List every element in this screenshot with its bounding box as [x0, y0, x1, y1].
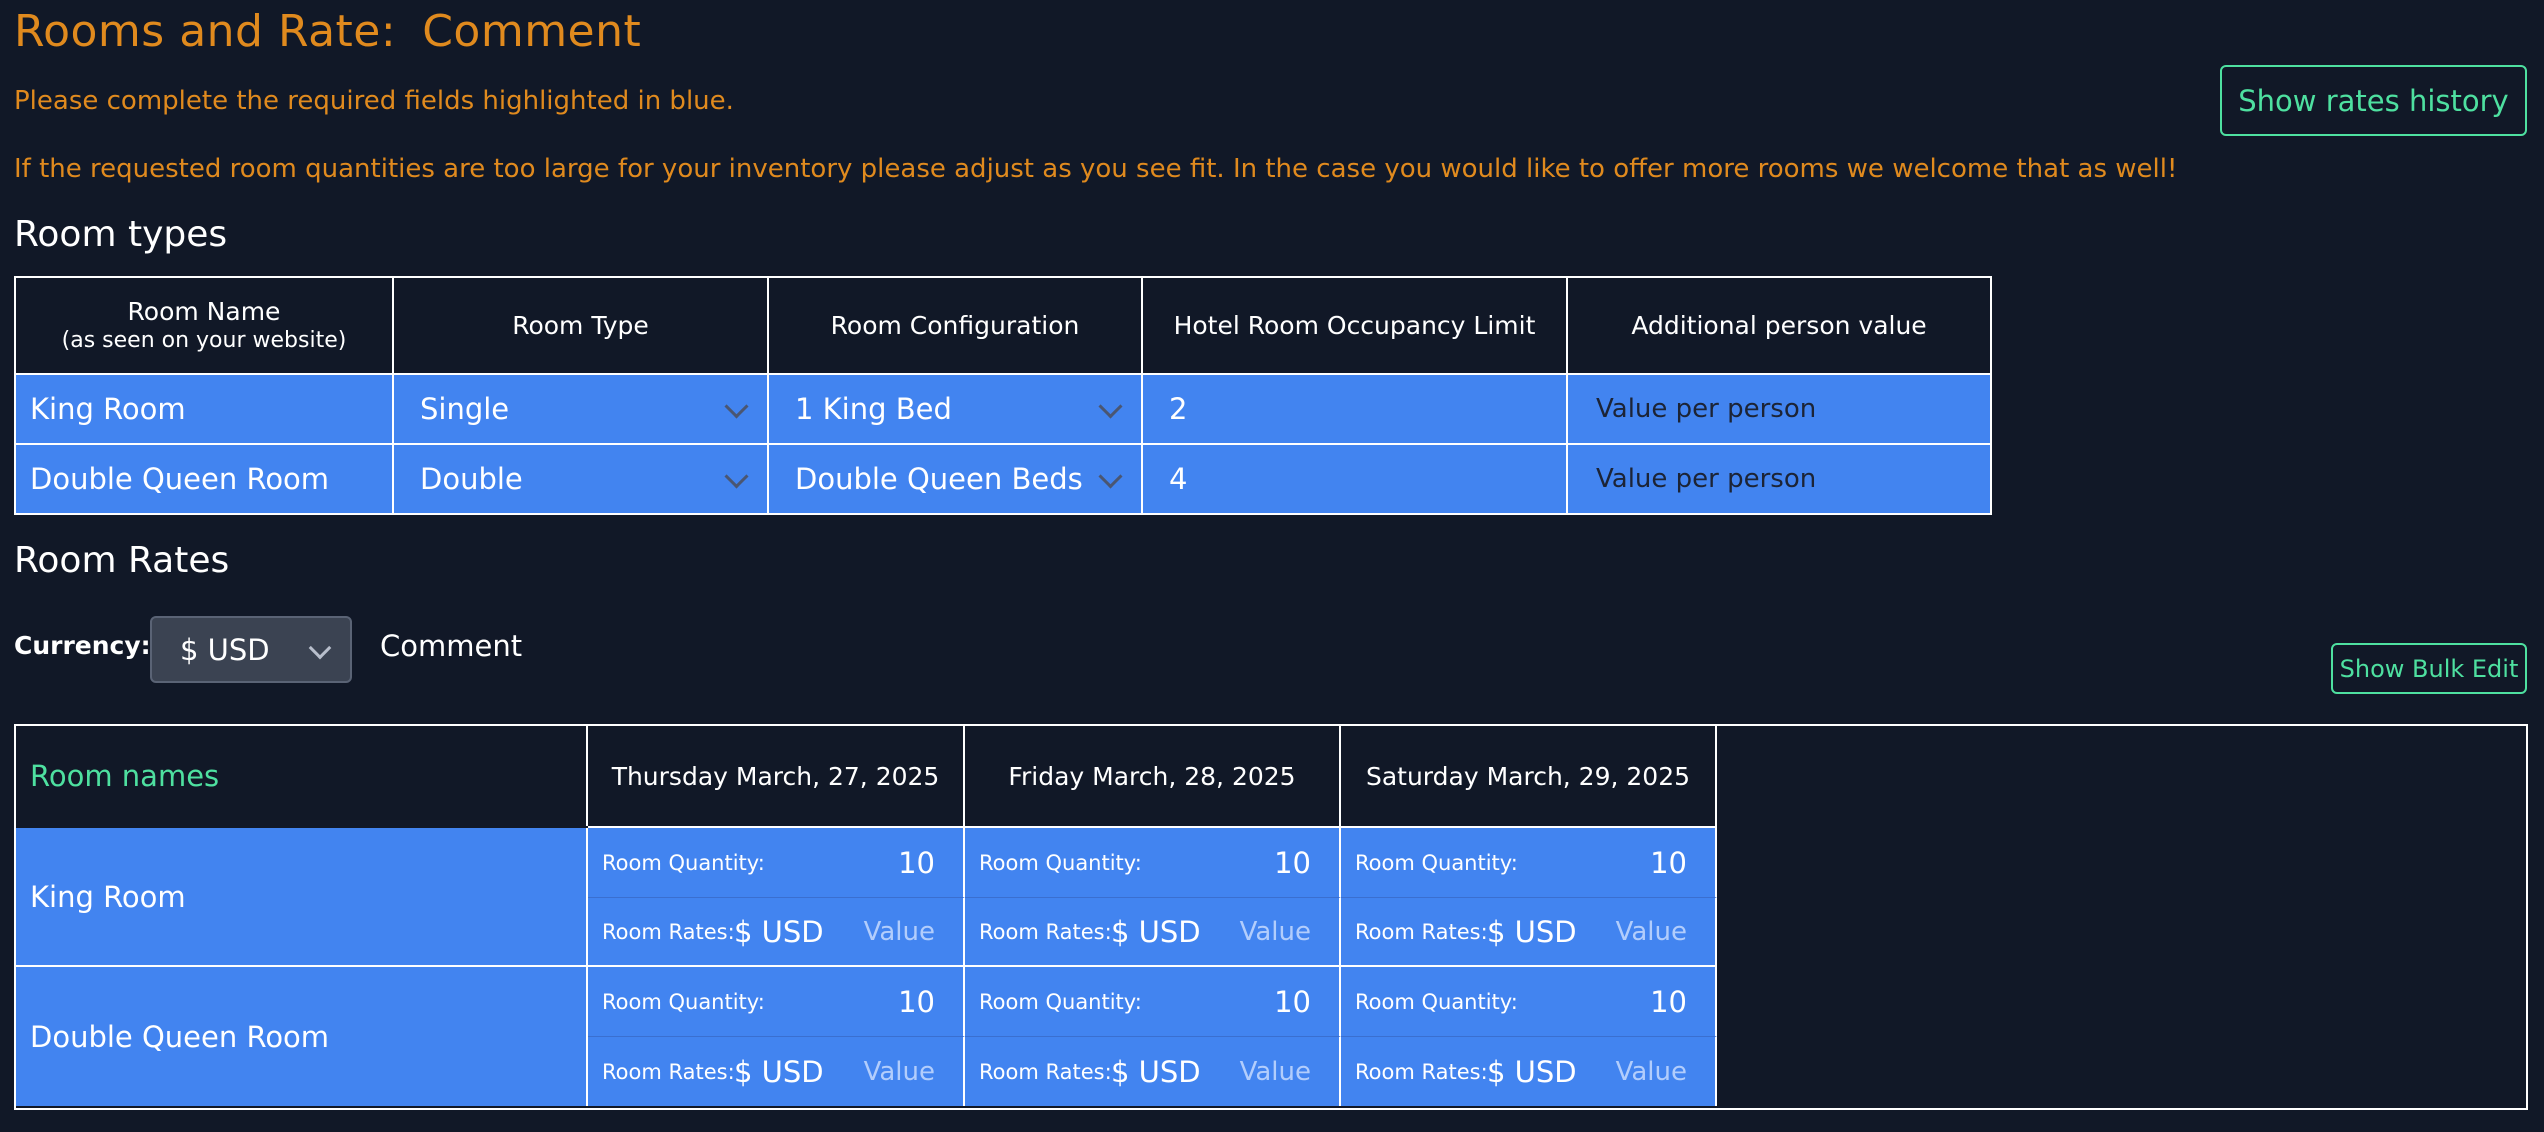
rate-value-placeholder: Value	[863, 916, 935, 947]
comment-label: Comment	[380, 629, 523, 663]
rate-value-placeholder: Value	[1239, 916, 1311, 947]
room-rate-input[interactable]: Room Rates: $ USD Value	[965, 1037, 1341, 1106]
column-header-additional-person: Additional person value	[1568, 278, 1990, 375]
header-divider	[588, 826, 1717, 828]
room-quantity-input[interactable]: Room Quantity: 10	[1341, 967, 1717, 1037]
column-header-room-type: Room Type	[394, 278, 769, 375]
date-header: Thursday March, 27, 2025	[588, 726, 965, 826]
column-header-label: Room Type	[512, 310, 649, 340]
room-quantity-input[interactable]: Room Quantity: 10	[588, 828, 965, 898]
rate-value-placeholder: Value	[1615, 1056, 1687, 1087]
chevron-down-icon	[724, 464, 749, 489]
show-rates-history-button[interactable]: Show rates history	[2220, 65, 2527, 136]
room-rates-title: Room Rates	[14, 540, 230, 581]
occupancy-limit-input[interactable]: 4	[1143, 445, 1568, 513]
column-header-room-configuration: Room Configuration	[769, 278, 1143, 375]
room-rates-label: Room Rates:	[602, 1059, 735, 1084]
room-types-table: Room Name (as seen on your website) Room…	[14, 276, 1992, 515]
room-rates-label: Room Rates:	[1355, 919, 1488, 944]
rate-currency: $ USD	[1487, 1054, 1577, 1089]
room-quantity-value: 10	[1650, 984, 1687, 1019]
occupancy-limit-input[interactable]: 2	[1143, 375, 1568, 445]
room-rates-label: Room Rates:	[979, 919, 1112, 944]
room-type-select[interactable]: Single	[394, 375, 769, 445]
room-rates-table	[14, 724, 2528, 1110]
column-header-room-name: Room Name (as seen on your website)	[16, 278, 394, 375]
room-configuration-select[interactable]: Double Queen Beds	[769, 445, 1143, 513]
rate-value-placeholder: Value	[863, 1056, 935, 1087]
room-quantity-label: Room Quantity:	[1355, 850, 1518, 875]
room-quantity-label: Room Quantity:	[979, 850, 1142, 875]
room-quantity-label: Room Quantity:	[602, 989, 765, 1014]
room-quantity-value: 10	[1274, 845, 1311, 880]
room-quantity-label: Room Quantity:	[602, 850, 765, 875]
rate-room-name: Double Queen Room	[16, 967, 588, 1106]
column-header-label: Room Name	[127, 297, 281, 327]
room-type-select[interactable]: Double	[394, 445, 769, 513]
room-rates-label: Room Rates:	[979, 1059, 1112, 1084]
rate-currency: $ USD	[1111, 1054, 1201, 1089]
date-header: Saturday March, 29, 2025	[1341, 726, 1717, 826]
room-rate-input[interactable]: Room Rates: $ USD Value	[1341, 1037, 1717, 1106]
room-rate-input[interactable]: Room Rates: $ USD Value	[1341, 898, 1717, 967]
required-fields-note: Please complete the required fields high…	[14, 86, 734, 116]
room-quantity-value: 10	[1650, 845, 1687, 880]
room-rates-label: Room Rates:	[1355, 1059, 1488, 1084]
currency-select[interactable]: $ USD	[150, 616, 352, 683]
room-quantity-input[interactable]: Room Quantity: 10	[965, 828, 1341, 898]
additional-person-value-input[interactable]: Value per person	[1568, 445, 1990, 513]
chevron-down-icon	[724, 394, 749, 419]
room-names-header: Room names	[16, 726, 588, 826]
rate-currency: $ USD	[1487, 914, 1577, 949]
room-quantity-input[interactable]: Room Quantity: 10	[965, 967, 1341, 1037]
rate-currency: $ USD	[1111, 914, 1201, 949]
column-header-occupancy-limit: Hotel Room Occupancy Limit	[1143, 278, 1568, 375]
room-type-value: Double	[420, 462, 523, 496]
room-quantity-value: 10	[898, 845, 935, 880]
page-title: Rooms and Rate: Comment	[14, 6, 641, 57]
page-title-comment: Comment	[422, 6, 642, 57]
room-types-title: Room types	[14, 214, 228, 255]
room-rate-input[interactable]: Room Rates: $ USD Value	[965, 898, 1341, 967]
room-configuration-value: 1 King Bed	[795, 392, 952, 426]
room-quantity-label: Room Quantity:	[979, 989, 1142, 1014]
show-bulk-edit-button[interactable]: Show Bulk Edit	[2331, 643, 2527, 694]
room-configuration-value: Double Queen Beds	[795, 462, 1083, 496]
chevron-down-icon	[1098, 394, 1123, 419]
room-quantity-input[interactable]: Room Quantity: 10	[588, 967, 965, 1037]
room-quantity-value: 10	[1274, 984, 1311, 1019]
additional-person-value-input[interactable]: Value per person	[1568, 375, 1990, 445]
rate-value-placeholder: Value	[1615, 916, 1687, 947]
room-name-input[interactable]: King Room	[16, 375, 394, 445]
room-name-input[interactable]: Double Queen Room	[16, 445, 394, 513]
room-rate-input[interactable]: Room Rates: $ USD Value	[588, 898, 965, 967]
room-rates-label: Room Rates:	[602, 919, 735, 944]
column-header-label: Room Configuration	[830, 310, 1080, 340]
rate-room-name: King Room	[16, 828, 588, 967]
room-configuration-select[interactable]: 1 King Bed	[769, 375, 1143, 445]
date-header: Friday March, 28, 2025	[965, 726, 1341, 826]
page-title-main: Rooms and Rate:	[14, 6, 397, 57]
room-quantity-label: Room Quantity:	[1355, 989, 1518, 1014]
room-quantity-value: 10	[898, 984, 935, 1019]
rate-currency: $ USD	[734, 914, 824, 949]
currency-label: Currency:	[14, 631, 151, 660]
column-header-label: Additional person value	[1631, 310, 1927, 340]
chevron-down-icon	[1098, 464, 1123, 489]
inventory-note: If the requested room quantities are too…	[14, 154, 2178, 184]
room-rate-input[interactable]: Room Rates: $ USD Value	[588, 1037, 965, 1106]
column-header-sublabel: (as seen on your website)	[61, 328, 347, 354]
rate-value-placeholder: Value	[1239, 1056, 1311, 1087]
chevron-down-icon	[308, 636, 332, 659]
rate-currency: $ USD	[734, 1054, 824, 1089]
room-type-value: Single	[420, 392, 510, 426]
room-quantity-input[interactable]: Room Quantity: 10	[1341, 828, 1717, 898]
column-header-label: Hotel Room Occupancy Limit	[1173, 310, 1536, 340]
currency-value: $ USD	[180, 632, 270, 667]
